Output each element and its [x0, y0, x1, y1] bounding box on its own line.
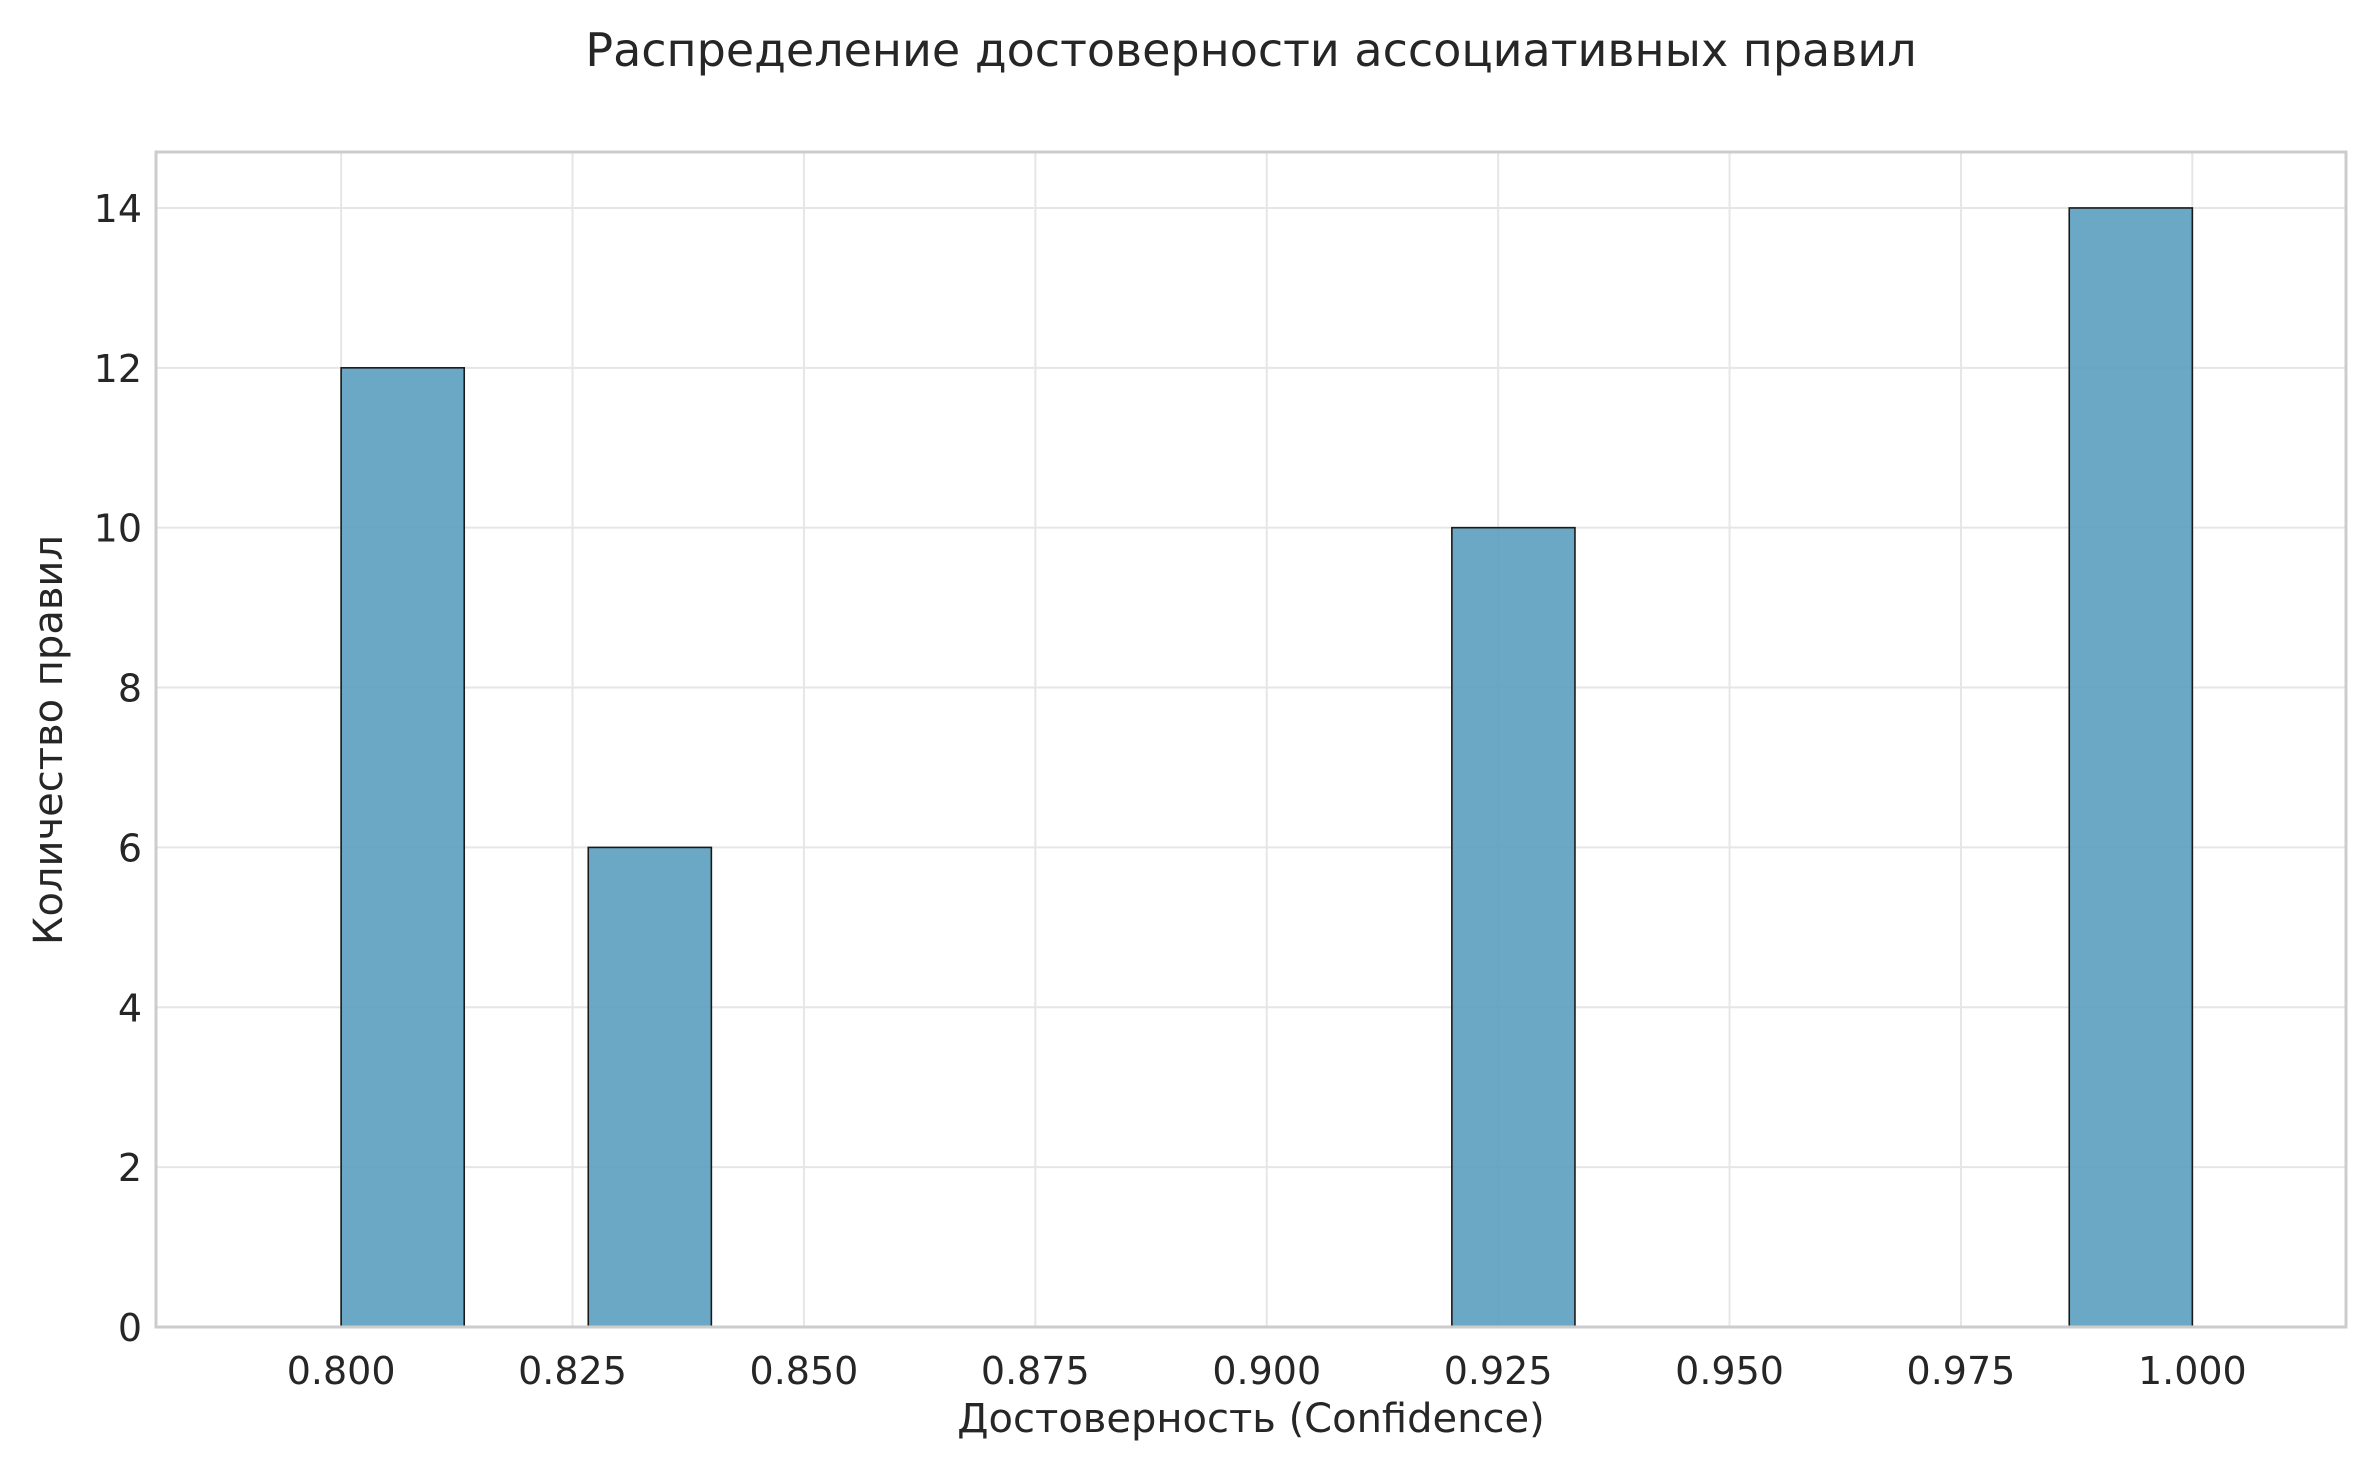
bars — [340, 207, 2194, 1328]
x-tick-labels: 0.800 0.825 0.850 0.875 0.900 0.925 0.950 0.975… — [287, 1349, 2247, 1393]
x-tick-label: 0.950 — [1675, 1349, 1784, 1393]
y-axis-label: Количество правил — [26, 535, 72, 945]
x-tick-label: 0.825 — [518, 1349, 627, 1393]
histogram-bar — [2068, 207, 2194, 1328]
chart-title: Распределение достоверности ассоциативны… — [585, 23, 1916, 77]
y-tick-label: 12 — [94, 347, 142, 391]
histogram-bar — [587, 846, 713, 1328]
x-tick-label: 0.975 — [1907, 1349, 2016, 1393]
histogram-bar — [340, 367, 466, 1328]
x-tick-label: 1.000 — [2138, 1349, 2247, 1393]
y-tick-label: 10 — [94, 507, 142, 551]
plot-frame — [154, 150, 2348, 1329]
y-tick-label: 14 — [94, 187, 142, 231]
y-tick-label: 6 — [118, 826, 142, 870]
histogram-bar — [1451, 526, 1576, 1328]
grid-lines — [156, 152, 2346, 1328]
y-tick-label: 0 — [118, 1306, 142, 1350]
x-tick-label: 0.875 — [981, 1349, 1090, 1393]
y-tick-label: 8 — [118, 667, 142, 711]
x-tick-label: 0.925 — [1444, 1349, 1553, 1393]
x-axis-label: Достоверность (Confidence) — [957, 1396, 1544, 1442]
y-tick-label: 4 — [118, 986, 142, 1030]
x-tick-label: 0.900 — [1212, 1349, 1321, 1393]
y-tick-label: 2 — [118, 1146, 142, 1190]
y-tick-labels: 0 2 4 6 8 10 12 14 — [94, 187, 142, 1350]
x-tick-label: 0.800 — [287, 1349, 396, 1393]
x-tick-label: 0.850 — [750, 1349, 859, 1393]
